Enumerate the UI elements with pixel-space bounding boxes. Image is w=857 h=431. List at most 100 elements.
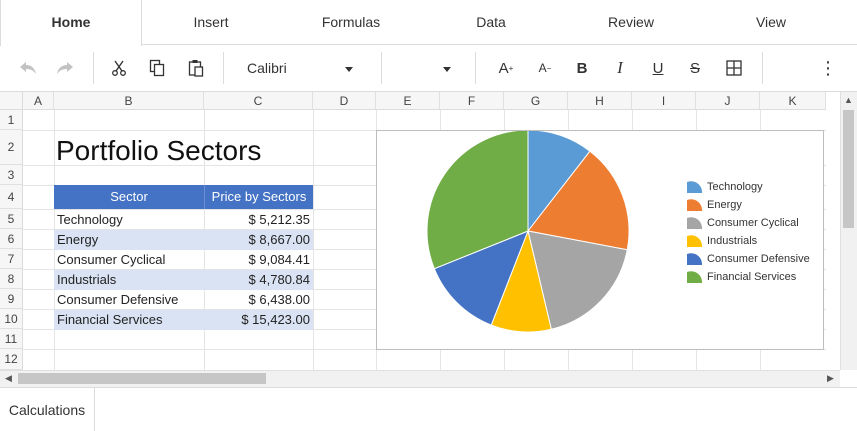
table-cell-sector[interactable]: Energy [57,232,99,247]
tab-formulas[interactable]: Formulas [321,14,381,30]
column-header-f[interactable]: F [440,92,504,110]
table-band [54,310,313,330]
table-cell-sector[interactable]: Consumer Cyclical [57,252,166,267]
tab-home[interactable]: Home [0,0,142,46]
column-header-j[interactable]: J [696,92,760,110]
increase-font-icon[interactable]: A + [498,59,514,77]
toolbar-separator [475,52,476,84]
legend-swatch [687,199,703,211]
row-header-12[interactable]: 12 [0,349,23,370]
more-glyph: ⋮ [819,57,837,78]
undo-icon[interactable] [13,54,43,82]
column-header-b[interactable]: B [54,92,204,110]
strikethrough-icon[interactable]: S [680,54,710,82]
legend-label: Industrials [707,235,758,247]
legend-label: Consumer Defensive [707,253,810,265]
chevron-down-icon [345,67,353,72]
copy-icon[interactable] [142,54,172,82]
table-cell-price[interactable]: $ 9,084.41 [248,252,310,267]
row-header-7[interactable]: 7 [0,249,23,269]
toolbar-separator [93,52,94,84]
row-header-6[interactable]: 6 [0,229,23,249]
table-cell-sector[interactable]: Financial Services [57,312,163,327]
column-header-e[interactable]: E [376,92,440,110]
select-all-corner[interactable] [0,92,23,110]
decrease-font-icon[interactable]: A − [538,61,552,75]
legend-swatch [687,253,703,265]
bold-glyph: B [576,59,588,77]
row-header-3[interactable]: 3 [0,165,23,185]
more-icon[interactable]: ⋮ [813,54,843,82]
paste-icon[interactable] [181,54,211,82]
horizontal-scroll-thumb[interactable] [18,373,266,384]
tab-data[interactable]: Data [476,14,506,30]
sheet-tab-bar: Calculations [0,387,857,431]
borders-icon[interactable] [719,54,749,82]
legend-swatch [687,235,703,247]
legend-swatch [687,181,703,193]
table-cell-price[interactable]: $ 5,212.35 [248,212,310,227]
table-header-price[interactable]: Price by Sectors [204,185,313,209]
legend-item: Industrials [685,235,757,247]
column-header-h[interactable]: H [568,92,632,110]
row-header-4[interactable]: 4 [0,185,23,209]
table-header-sector[interactable]: Sector [54,185,204,209]
cut-icon[interactable] [104,54,134,82]
pie-chart[interactable]: Technology Energy Consumer Cyclical Industr… [376,129,824,350]
legend-item: Financial Services [685,271,796,283]
pie-slice-financial-services[interactable] [426,129,529,270]
pie-slice-consumer-defensive[interactable] [433,230,529,326]
row-header-10[interactable]: 10 [0,309,23,329]
table-cell-price[interactable]: $ 8,667.00 [248,232,310,247]
column-header-i[interactable]: I [632,92,696,110]
legend-item: Consumer Defensive [685,253,810,265]
italic-icon[interactable]: I [605,54,635,82]
font-name-value: Calibri [247,60,287,76]
pie-slice-consumer-cyclical[interactable] [527,230,628,330]
column-header-d[interactable]: D [313,92,376,110]
row-header-5[interactable]: 5 [0,209,23,229]
table-cell-price[interactable]: $ 6,438.00 [248,292,310,307]
scroll-up-icon[interactable]: ▲ [844,95,853,105]
sheet-tab-calculations[interactable]: Calculations [0,388,95,431]
table-cell-price[interactable]: $ 15,423.00 [241,312,310,327]
scroll-left-icon[interactable]: ◀ [5,373,12,383]
table-cell-sector[interactable]: Consumer Defensive [57,292,179,307]
legend-label: Technology [707,181,763,193]
sheet-title-cell[interactable]: Portfolio Sectors [56,135,262,166]
tab-view[interactable]: View [755,14,787,30]
tab-review[interactable]: Review [608,14,654,30]
column-header-c[interactable]: C [204,92,313,110]
toolbar-separator [762,52,763,84]
chevron-down-icon [443,67,451,72]
pie-slice-energy[interactable] [527,150,630,251]
font-size-dropdown[interactable] [384,54,458,82]
toolbar-separator [381,52,382,84]
vertical-scroll-thumb[interactable] [843,110,854,228]
row-header-1[interactable]: 1 [0,110,23,130]
underline-glyph: U [652,59,664,77]
italic-glyph: I [617,58,623,77]
underline-icon[interactable]: U [643,54,673,82]
legend-item: Consumer Cyclical [685,217,799,229]
legend-swatch [687,217,703,229]
row-header-11[interactable]: 11 [0,329,23,349]
column-header-a[interactable]: A [23,92,54,110]
row-header-8[interactable]: 8 [0,269,23,289]
increase-font-glyph: A [498,59,509,77]
table-band [54,270,313,290]
spreadsheet-grid[interactable]: A B C D E F G H I J K 1 2 3 4 5 6 7 8 9 … [0,92,826,370]
redo-icon[interactable] [50,54,80,82]
table-cell-price[interactable]: $ 4,780.84 [248,272,310,287]
table-cell-sector[interactable]: Industrials [57,272,117,287]
row-header-2[interactable]: 2 [0,130,23,165]
scroll-right-icon[interactable]: ▶ [827,373,834,383]
legend-item: Energy [685,199,742,211]
row-header-9[interactable]: 9 [0,289,23,309]
bold-icon[interactable]: B [567,54,597,82]
font-name-dropdown[interactable]: Calibri [239,54,363,82]
column-header-g[interactable]: G [504,92,568,110]
tab-insert[interactable]: Insert [193,14,229,30]
table-cell-sector[interactable]: Technology [57,212,123,227]
column-header-k[interactable]: K [760,92,826,110]
